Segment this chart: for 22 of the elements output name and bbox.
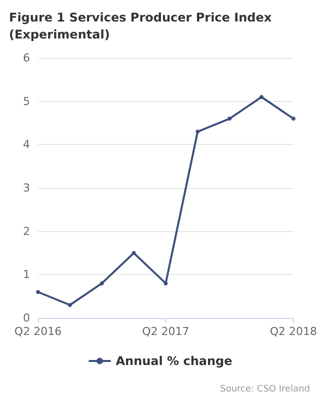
y-tick-label: 5 [23,94,30,108]
point [164,281,168,286]
point [260,95,264,99]
x-tick-label: Q2 2016 [14,325,62,338]
point [228,116,232,121]
legend-label: Annual % change [116,354,232,368]
y-tick-label: 6 [23,52,30,64]
y-tick-label: 3 [23,182,30,194]
point [291,116,296,121]
y-tick-label: 4 [23,138,30,152]
point [68,303,72,307]
point [36,290,40,294]
x-tick-label: Q2 2018 [270,325,318,338]
source-note: Source: CSO Ireland [220,384,310,394]
y-tick-label: 0 [23,312,30,324]
point [132,251,136,255]
y-tick-label: 1 [23,268,30,282]
point [100,281,104,286]
x-tick-label: Q2 2017 [142,325,190,338]
point [196,130,200,134]
y-tick-label: 2 [23,224,30,238]
chart-title: Figure 1 Services Producer Price Index (Experimental) [9,10,276,42]
